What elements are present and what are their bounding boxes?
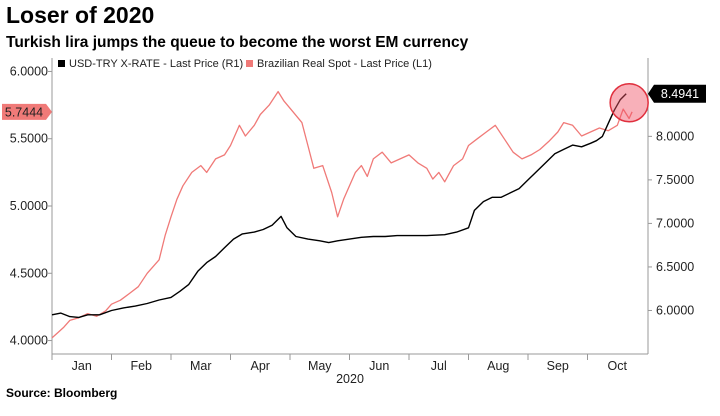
x-tick-label: Sep (547, 359, 569, 373)
last-value-badge-brl (2, 103, 52, 120)
legend-swatch-brl (246, 60, 253, 67)
legend-swatch-usd-try (58, 60, 65, 67)
x-tick-label: Jan (72, 359, 92, 373)
x-tick-label: Oct (608, 359, 628, 373)
last-value-label-usd-try: 8.4941 (661, 87, 699, 101)
legend: USD-TRY X-RATE - Last Price (R1) Brazili… (58, 58, 432, 70)
x-tick-label: Jul (431, 359, 447, 373)
left-tick-label: 6.0000 (10, 64, 48, 78)
chart-title: Loser of 2020 (6, 2, 155, 28)
right-tick-label: 8.0000 (656, 129, 694, 143)
left-tick-label: 4.0000 (10, 334, 48, 348)
left-tick-label: 4.5000 (10, 266, 48, 280)
chart-subtitle: Turkish lira jumps the queue to become t… (6, 34, 469, 51)
right-tick-label: 7.0000 (656, 216, 694, 230)
highlight-circle (609, 83, 649, 123)
x-tick-label: May (308, 359, 332, 373)
x-tick-label: Aug (487, 359, 509, 373)
x-tick-label: Feb (130, 359, 152, 373)
x-tick-label: Apr (251, 359, 270, 373)
right-tick-label: 6.0000 (656, 303, 694, 317)
series-line-brl (51, 90, 633, 339)
left-tick-label: 5.0000 (10, 199, 48, 213)
x-axis-year-label: 2020 (336, 372, 364, 386)
last-value-label-brl: 5.7444 (5, 105, 43, 119)
right-tick-label: 6.5000 (656, 260, 694, 274)
source-note: Source: Bloomberg (6, 386, 118, 400)
series-line-usd-try (51, 93, 627, 319)
x-tick-label: Mar (190, 359, 212, 373)
right-tick-label: 7.5000 (656, 173, 694, 187)
legend-label-usd-try: USD-TRY X-RATE - Last Price (R1) (69, 58, 243, 70)
x-tick-label: Jun (369, 359, 389, 373)
left-tick-label: 5.5000 (10, 132, 48, 146)
legend-label-brl: Brazilian Real Spot - Last Price (L1) (257, 58, 432, 70)
last-value-badge-usd-try (648, 84, 706, 103)
